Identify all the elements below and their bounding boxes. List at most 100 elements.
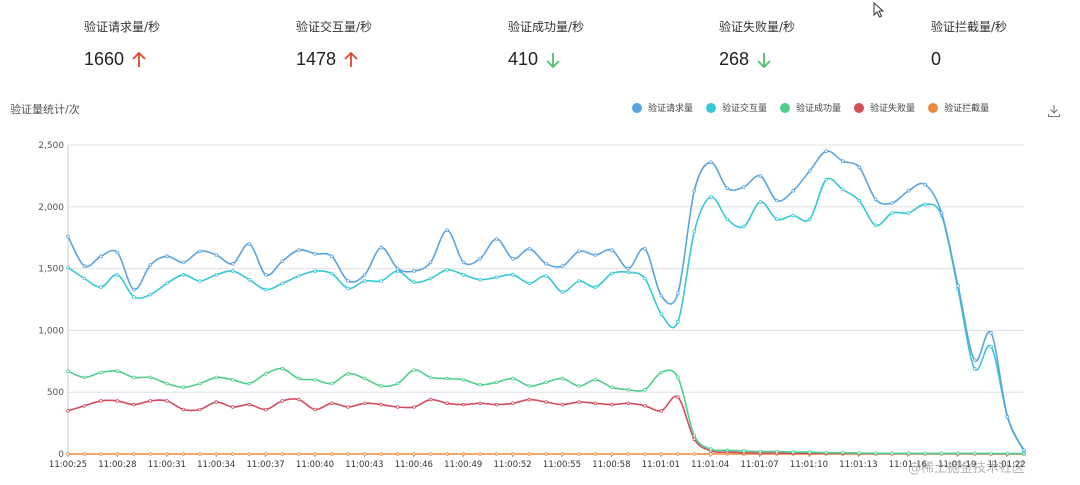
data-point (231, 452, 235, 456)
data-point (445, 228, 449, 233)
data-point (99, 285, 103, 289)
data-point (972, 366, 977, 371)
y-tick-label: 1,500 (38, 265, 64, 275)
data-point (494, 275, 499, 280)
data-point (824, 450, 828, 455)
data-point (412, 368, 416, 372)
data-point (148, 375, 153, 380)
download-icon[interactable] (1047, 104, 1061, 118)
data-point (758, 174, 763, 178)
data-point (626, 270, 631, 275)
data-point (428, 397, 433, 402)
data-point (593, 377, 598, 382)
data-point (494, 380, 499, 385)
series-line (67, 177, 1025, 452)
data-point (527, 384, 532, 388)
data-point (445, 452, 449, 456)
data-point (560, 264, 565, 268)
legend-item[interactable]: 验证失败量 (854, 101, 915, 114)
data-point (115, 250, 120, 255)
data-point (66, 408, 70, 413)
x-tick-label: 11:00:43 (345, 460, 383, 470)
data-point (247, 277, 252, 282)
data-point (626, 452, 631, 456)
data-point (280, 399, 285, 403)
data-point (577, 384, 581, 388)
data-point (362, 376, 367, 381)
data-point (165, 254, 169, 259)
data-point (445, 267, 449, 272)
data-point (329, 401, 334, 406)
data-point (66, 234, 70, 239)
data-point (692, 433, 697, 438)
data-point (577, 249, 581, 254)
data-point (873, 451, 878, 456)
series-line (67, 150, 1025, 451)
stat-value: 1478 (296, 49, 337, 69)
data-point (280, 452, 285, 456)
x-tick-label: 11:01:22 (988, 460, 1026, 470)
data-point (231, 269, 235, 273)
data-point (626, 401, 631, 406)
data-point (198, 279, 202, 283)
data-point (857, 198, 861, 203)
arrow-down-icon (546, 52, 560, 68)
data-point (181, 407, 186, 412)
data-point (346, 371, 351, 376)
stat-request: 验证请求量/秒 1660 (84, 18, 160, 70)
data-point (181, 385, 186, 390)
legend-marker (854, 102, 865, 113)
data-point (296, 452, 301, 456)
data-point (132, 287, 136, 292)
data-point (263, 371, 268, 376)
legend-item[interactable]: 验证拦截量 (928, 101, 989, 114)
data-point (626, 266, 631, 271)
data-point (873, 223, 878, 228)
legend-marker (706, 102, 717, 113)
data-point (379, 402, 384, 407)
x-tick-label: 11:01:10 (790, 460, 828, 470)
data-point (296, 248, 301, 252)
data-point (774, 198, 779, 203)
data-point (412, 452, 416, 456)
legend-label: 验证拦截量 (944, 104, 990, 114)
legend-item[interactable]: 验证成功量 (780, 101, 841, 114)
stat-label: 验证请求量/秒 (84, 20, 161, 34)
data-point (214, 375, 219, 380)
data-point (132, 295, 136, 299)
data-point (148, 292, 153, 297)
data-point (329, 452, 334, 456)
data-point (428, 276, 433, 281)
data-point (478, 401, 482, 406)
data-point (725, 186, 730, 191)
data-point (873, 197, 878, 202)
data-point (198, 452, 202, 456)
legend-item[interactable]: 验证请求量 (632, 101, 693, 114)
data-point (989, 451, 993, 456)
chart-title: 验证量统计/次 (10, 103, 80, 116)
data-point (132, 375, 136, 380)
x-tick-label: 11:01:13 (839, 460, 877, 470)
legend-item[interactable]: 验证交互量 (706, 101, 767, 114)
y-tick-label: 0 (58, 450, 64, 460)
x-tick-label: 11:00:49 (444, 460, 482, 470)
data-point (494, 237, 499, 241)
data-point (610, 452, 614, 456)
data-point (527, 452, 532, 456)
data-point (181, 260, 186, 265)
data-point (181, 272, 186, 277)
data-point (676, 291, 680, 296)
data-point (82, 264, 87, 268)
data-point (165, 281, 169, 286)
data-point (511, 452, 515, 456)
data-point (99, 254, 103, 259)
data-point (676, 375, 680, 380)
data-point (231, 405, 235, 409)
x-tick-label: 11:01:04 (691, 460, 729, 470)
data-point (198, 407, 202, 412)
arrow-up-icon (344, 51, 358, 68)
data-point (478, 256, 482, 261)
data-point (923, 202, 927, 207)
data-point (231, 261, 235, 266)
legend-marker (780, 102, 791, 113)
